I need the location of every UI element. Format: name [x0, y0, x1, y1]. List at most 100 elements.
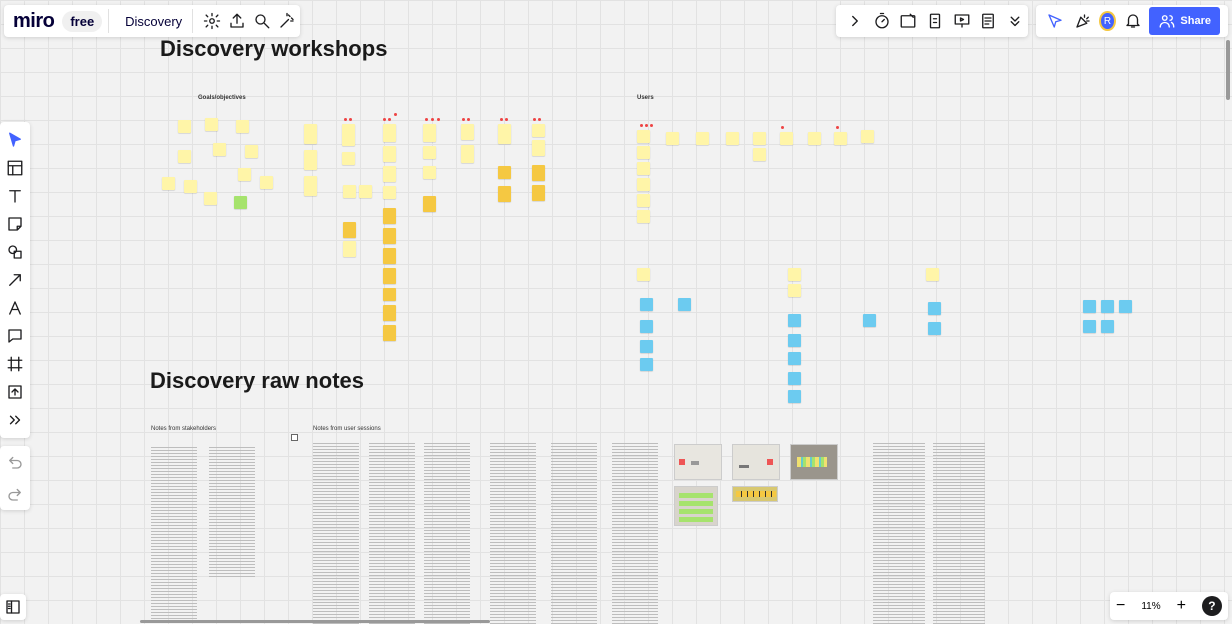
workshop-photo[interactable]	[732, 486, 778, 502]
pen-tool[interactable]	[0, 294, 30, 322]
sticky-note[interactable]	[808, 132, 821, 145]
text-block[interactable]	[313, 443, 359, 624]
sticky-note[interactable]	[666, 132, 679, 145]
presentation-button[interactable]	[948, 7, 975, 35]
sticky-note[interactable]	[498, 186, 511, 202]
sticky-note[interactable]	[788, 334, 801, 347]
sticky-note[interactable]	[532, 124, 545, 137]
sticky-note[interactable]	[383, 325, 396, 341]
workshop-photo[interactable]	[732, 444, 780, 480]
timer-button[interactable]	[869, 7, 896, 35]
sticky-note-tool[interactable]	[0, 210, 30, 238]
sticky-note[interactable]	[498, 124, 511, 144]
sticky-note[interactable]	[532, 185, 545, 201]
sticky-note[interactable]	[383, 124, 396, 142]
text-block[interactable]	[873, 443, 925, 624]
sticky-note[interactable]	[780, 132, 793, 145]
magic-button[interactable]	[275, 7, 300, 35]
vertical-scrollbar[interactable]	[1226, 40, 1230, 100]
workshop-photo[interactable]	[790, 444, 838, 480]
sticky-note[interactable]	[383, 146, 396, 162]
sticky-note[interactable]	[383, 228, 396, 244]
sticky-note[interactable]	[359, 185, 372, 198]
sticky-note[interactable]	[1101, 300, 1114, 313]
sticky-note[interactable]	[342, 124, 355, 146]
notifications-button[interactable]	[1122, 7, 1144, 35]
templates-tool[interactable]	[0, 154, 30, 182]
sticky-note[interactable]	[236, 120, 249, 133]
sticky-note[interactable]	[178, 150, 191, 163]
notes-button[interactable]	[975, 7, 1002, 35]
text-tool[interactable]	[0, 182, 30, 210]
selection-box[interactable]	[291, 434, 298, 441]
sticky-note[interactable]	[640, 298, 653, 311]
sticky-note[interactable]	[637, 130, 650, 143]
sticky-note[interactable]	[342, 152, 355, 165]
sticky-note[interactable]	[205, 118, 218, 131]
miro-logo[interactable]: miro	[13, 9, 55, 32]
sticky-note[interactable]	[304, 150, 317, 170]
connector-tool[interactable]	[0, 266, 30, 294]
sticky-note[interactable]	[1083, 320, 1096, 333]
sticky-note[interactable]	[498, 166, 511, 179]
follow-cursor-button[interactable]	[1044, 7, 1066, 35]
sticky-note[interactable]	[726, 132, 739, 145]
sticky-note[interactable]	[184, 180, 197, 193]
user-sessions-label[interactable]: Notes from user sessions	[313, 426, 381, 432]
sticky-note[interactable]	[383, 305, 396, 321]
celebrate-button[interactable]	[1072, 7, 1094, 35]
workshop-photo[interactable]	[674, 486, 718, 526]
sticky-note[interactable]	[753, 132, 766, 145]
sticky-note[interactable]	[637, 162, 650, 175]
search-button[interactable]	[250, 7, 275, 35]
settings-button[interactable]	[199, 7, 224, 35]
goals-label[interactable]: Goals/objectives	[198, 95, 246, 101]
text-block[interactable]	[490, 443, 536, 624]
raw-notes-title[interactable]: Discovery raw notes	[150, 368, 364, 393]
sticky-note[interactable]	[788, 314, 801, 327]
text-block[interactable]	[551, 443, 597, 624]
sticky-note[interactable]	[461, 124, 474, 140]
avatar[interactable]: R	[1099, 11, 1116, 31]
sticky-note[interactable]	[343, 222, 356, 238]
undo-button[interactable]	[0, 448, 30, 476]
sticky-note[interactable]	[696, 132, 709, 145]
sticky-note[interactable]	[383, 288, 396, 301]
frame-tool[interactable]	[0, 350, 30, 378]
sticky-note[interactable]	[1101, 320, 1114, 333]
sticky-note[interactable]	[423, 146, 436, 159]
sticky-note[interactable]	[532, 140, 545, 156]
horizontal-scrollbar[interactable]	[140, 620, 490, 623]
export-button[interactable]	[224, 7, 249, 35]
sticky-note[interactable]	[213, 143, 226, 156]
sticky-note[interactable]	[304, 124, 317, 144]
sticky-note[interactable]	[383, 248, 396, 264]
zoom-in-button[interactable]: +	[1176, 597, 1186, 614]
sticky-note[interactable]	[383, 208, 396, 224]
plan-badge[interactable]: free	[62, 10, 103, 32]
sticky-note[interactable]	[788, 390, 801, 403]
sticky-note[interactable]	[753, 148, 766, 161]
sticky-note[interactable]	[461, 145, 474, 163]
text-block[interactable]	[151, 447, 197, 624]
sticky-note[interactable]	[928, 302, 941, 315]
sticky-note[interactable]	[637, 268, 650, 281]
sticky-note[interactable]	[178, 120, 191, 133]
sticky-note[interactable]	[383, 186, 396, 199]
voting-button[interactable]	[922, 7, 949, 35]
stakeholders-label[interactable]: Notes from stakeholders	[151, 426, 217, 432]
sticky-note[interactable]	[204, 192, 217, 205]
sticky-note[interactable]	[234, 196, 247, 209]
text-block[interactable]	[369, 443, 415, 624]
sticky-note[interactable]	[162, 177, 175, 190]
redo-button[interactable]	[0, 480, 30, 508]
sticky-note[interactable]	[238, 168, 251, 181]
sticky-note[interactable]	[678, 298, 691, 311]
sticky-note[interactable]	[834, 132, 847, 145]
sticky-note[interactable]	[926, 268, 939, 281]
sticky-note[interactable]	[383, 268, 396, 284]
sticky-note[interactable]	[928, 322, 941, 335]
text-block[interactable]	[933, 443, 985, 624]
sticky-note[interactable]	[423, 124, 436, 142]
sticky-note[interactable]	[1083, 300, 1096, 313]
